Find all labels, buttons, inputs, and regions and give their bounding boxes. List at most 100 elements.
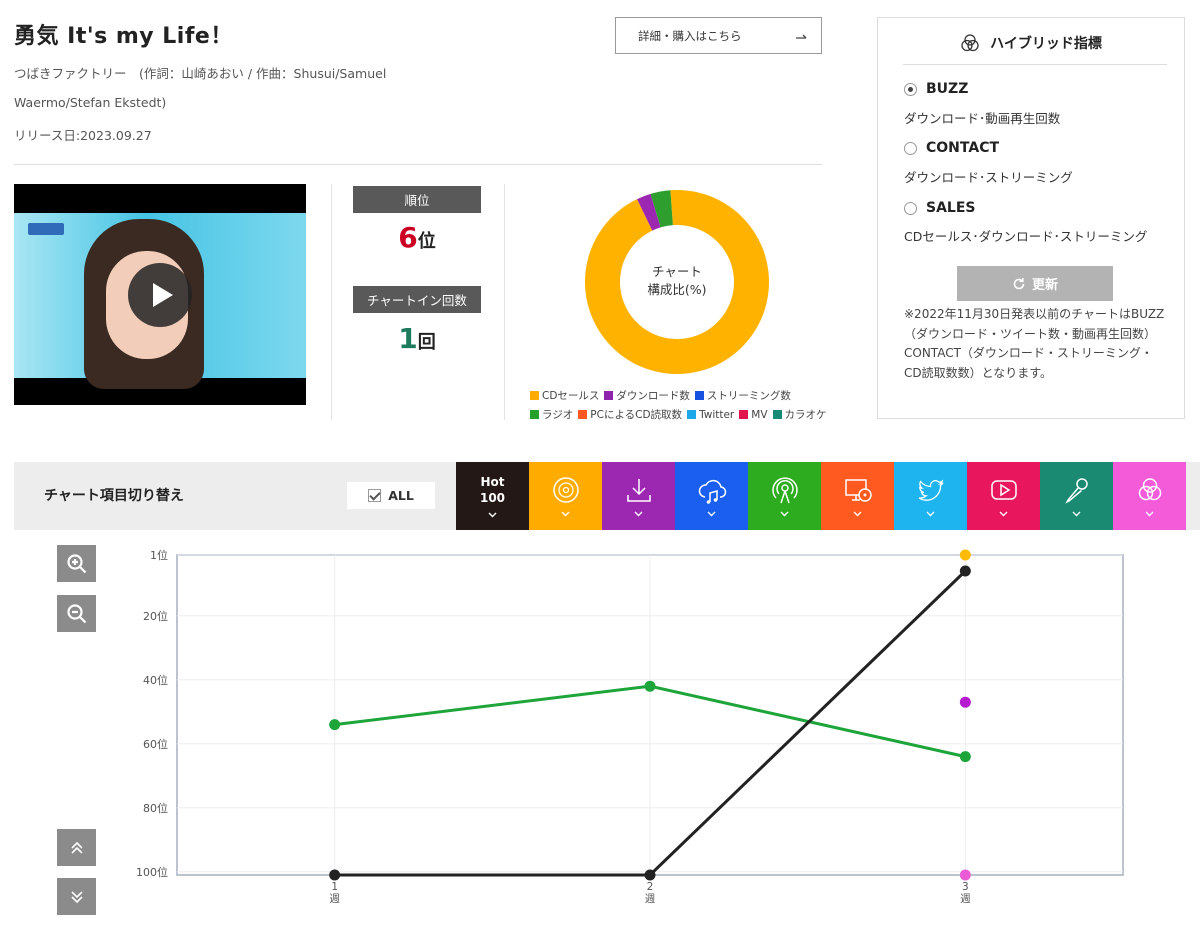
data-point-cd-sales[interactable] xyxy=(959,549,971,561)
radio-label: SALES xyxy=(926,200,976,216)
tab-streaming[interactable] xyxy=(675,462,748,530)
zoom-in-icon[interactable] xyxy=(57,545,96,582)
tab-mv[interactable] xyxy=(967,462,1040,530)
legend-label: PCによるCD読取数 xyxy=(590,409,683,421)
tab-hot100[interactable]: Hot 100 xyxy=(456,462,529,530)
twitter-icon xyxy=(916,475,946,505)
donut-center-line2: 構成比(%) xyxy=(647,282,706,297)
radio-label: CONTACT xyxy=(926,140,1000,156)
x-tick-label: 週 xyxy=(329,893,340,905)
donut-center-line1: チャート xyxy=(652,264,702,279)
play-icon[interactable] xyxy=(128,263,192,327)
chart-in-count-label: チャートイン回数 xyxy=(353,286,481,313)
legend-label: ラジオ xyxy=(542,409,574,421)
legend-item: カラオケ xyxy=(772,406,827,425)
radio-unselected-icon[interactable] xyxy=(904,141,917,155)
y-tick-label: 1位 xyxy=(150,548,168,562)
legend-swatch xyxy=(604,391,614,400)
legend-label: MV xyxy=(751,409,768,421)
x-tick-label: 週 xyxy=(960,893,971,905)
radio-unselected-icon[interactable] xyxy=(904,201,917,215)
chart-in-number: 1 xyxy=(398,322,418,355)
song-credits-line2: Waermo/Stefan Ekstedt) xyxy=(14,95,167,110)
legend-swatch xyxy=(739,410,749,419)
y-tick-label: 60位 xyxy=(143,737,168,751)
tab-radio[interactable] xyxy=(748,462,821,530)
chevron-down-icon xyxy=(999,505,1008,517)
chevron-down-icon xyxy=(488,506,497,518)
data-point-radio[interactable] xyxy=(329,719,341,731)
data-point-download[interactable] xyxy=(959,696,971,708)
tab-pc-cd-read[interactable] xyxy=(821,462,894,530)
chart-item-switch-label: チャート項目切り替え xyxy=(44,488,184,504)
donut-legend: CDセールス ダウンロード数 ストリーミング数 ラジオ PCによるCD読取数 Twitte… xyxy=(530,387,850,425)
all-label: ALL xyxy=(388,488,414,503)
data-point-radio[interactable] xyxy=(959,751,971,763)
chevron-down-icon xyxy=(853,505,862,517)
chart-in-count-value: 1回 xyxy=(353,325,481,354)
legend-swatch xyxy=(530,410,539,419)
data-point-hybrid[interactable] xyxy=(959,869,971,881)
data-point-hot100[interactable] xyxy=(959,565,971,577)
checkbox-checked-icon[interactable] xyxy=(368,489,382,502)
details-purchase-button[interactable]: 詳細・購入はこちら xyxy=(615,17,822,54)
chevron-down-icon xyxy=(561,505,570,517)
tab-hot100-label: Hot 100 xyxy=(480,474,505,506)
radio-contact[interactable]: CONTACT xyxy=(904,140,999,156)
chevron-down-icon xyxy=(707,505,716,517)
double-chevron-down-icon[interactable] xyxy=(57,878,96,915)
video-play-icon xyxy=(989,475,1019,505)
data-point-hot100[interactable] xyxy=(644,869,656,881)
legend-item: ダウンロード数 xyxy=(604,387,690,406)
divider xyxy=(504,184,505,420)
legend-item: ラジオ xyxy=(530,406,573,425)
divider xyxy=(903,64,1167,65)
radio-buzz[interactable]: BUZZ xyxy=(904,81,968,97)
x-tick-label: 2 xyxy=(647,881,654,893)
hybrid-icon xyxy=(960,33,980,53)
composition-donut-chart: チャート 構成比(%) xyxy=(585,190,769,374)
legend-item: PCによるCD読取数 xyxy=(578,406,682,425)
legend-label: ストリーミング数 xyxy=(706,390,791,402)
refresh-button[interactable]: 更新 xyxy=(957,266,1113,301)
tab-download[interactable] xyxy=(602,462,675,530)
release-date: リリース日:2023.09.27 xyxy=(14,128,152,143)
double-chevron-up-icon[interactable] xyxy=(57,829,96,866)
radio-selected-icon[interactable] xyxy=(904,82,917,96)
microphone-icon xyxy=(1062,475,1092,505)
data-point-hot100[interactable] xyxy=(329,869,341,881)
y-tick-label: 100位 xyxy=(136,865,168,879)
radio-desc: ダウンロード･動画再生回数 xyxy=(904,111,1061,126)
download-icon xyxy=(624,475,654,505)
radio-desc: ダウンロード･ストリーミング xyxy=(904,170,1073,185)
hybrid-icon xyxy=(1135,475,1165,505)
zoom-out-icon[interactable] xyxy=(57,595,96,632)
chevron-down-icon xyxy=(780,505,789,517)
y-tick-label: 20位 xyxy=(143,609,168,623)
x-tick-label: 週 xyxy=(645,893,656,905)
legend-item: Twitter xyxy=(687,406,734,425)
tab-hybrid[interactable] xyxy=(1113,462,1186,530)
tab-cd-sales[interactable] xyxy=(529,462,602,530)
tab-twitter[interactable] xyxy=(894,462,967,530)
rank-unit: 位 xyxy=(417,231,436,252)
channel-logo xyxy=(28,223,64,235)
pc-disc-icon xyxy=(843,475,873,505)
details-purchase-label: 詳細・購入はこちら xyxy=(638,28,742,43)
disc-icon xyxy=(551,475,581,505)
tab-karaoke[interactable] xyxy=(1040,462,1113,530)
chart-item-toolbar: チャート項目切り替え ALL Hot 100 xyxy=(14,462,1200,530)
rank-number: 6 xyxy=(398,221,418,254)
music-video-player[interactable] xyxy=(14,184,306,405)
data-point-radio[interactable] xyxy=(644,680,656,692)
all-checkbox[interactable]: ALL xyxy=(347,482,435,509)
legend-item: MV xyxy=(739,406,768,425)
arrow-icon xyxy=(795,29,807,43)
song-title: 勇気 It's my Life！ xyxy=(14,24,233,49)
legend-swatch xyxy=(694,391,704,400)
divider xyxy=(331,184,332,420)
legend-swatch xyxy=(772,410,782,419)
divider xyxy=(14,164,822,165)
radio-sales[interactable]: SALES xyxy=(904,200,976,216)
